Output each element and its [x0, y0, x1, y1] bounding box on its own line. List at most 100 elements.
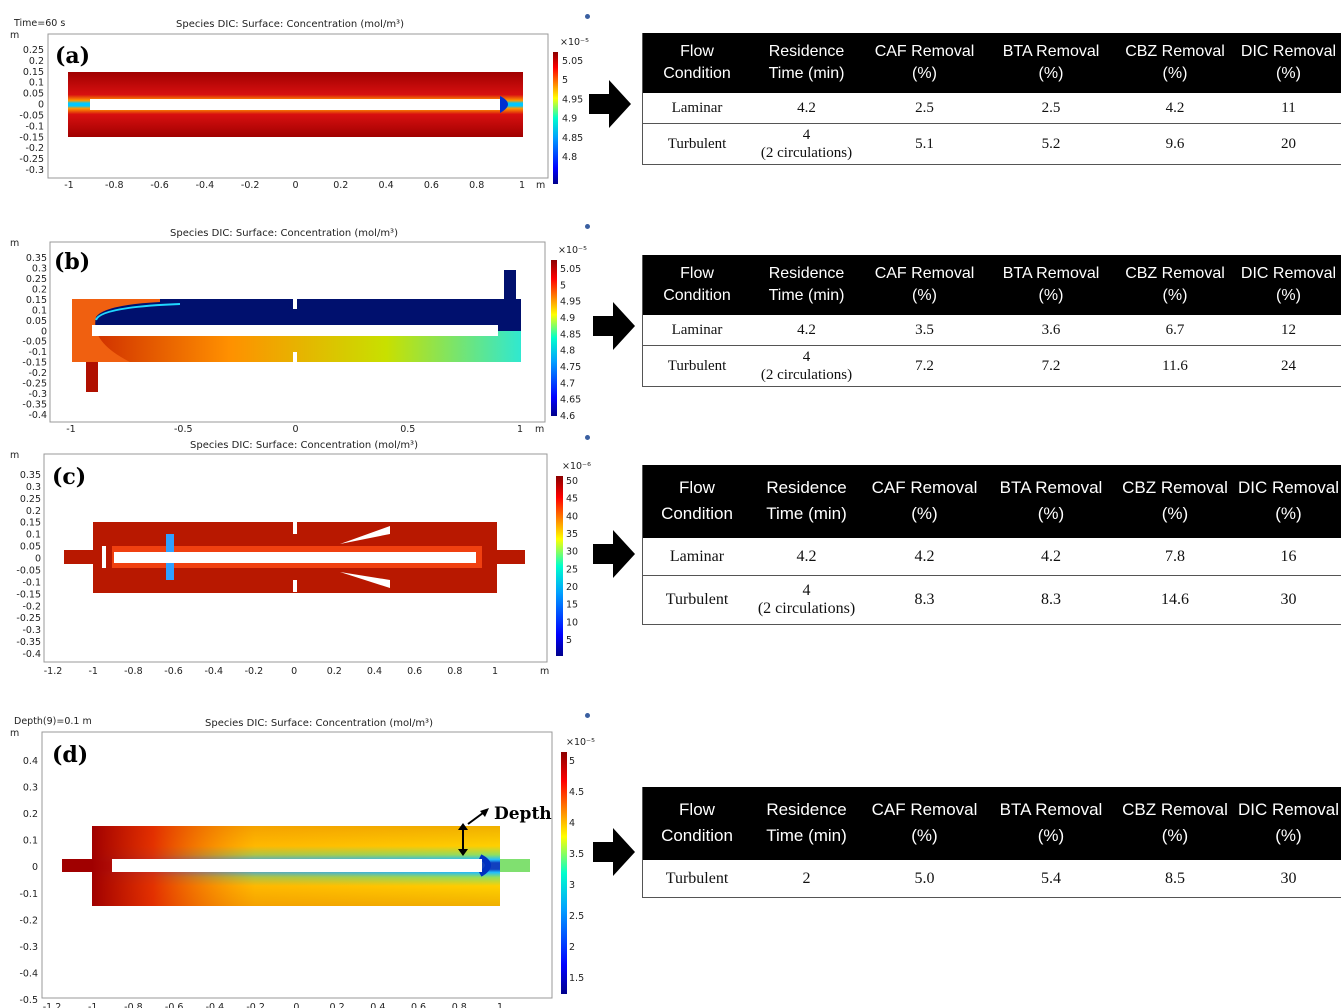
- y-tick-label: 0: [38, 100, 44, 111]
- results-table-c: Flow Condition Residence Time (min) CAF Re…: [642, 465, 1341, 625]
- colorbar-tick-label: 3.5: [569, 849, 584, 860]
- colorbar-tick-label: 1.5: [569, 973, 584, 984]
- x-tick-label: -1: [66, 424, 75, 435]
- colorbar-exponent: ×10⁻⁵: [566, 737, 595, 748]
- x-tick-label: 0: [293, 1002, 299, 1008]
- table-cell: 8.5: [1115, 860, 1235, 898]
- panel-label: (d): [52, 742, 88, 768]
- y-tick-label: 0.15: [23, 67, 44, 78]
- colorbar-tick-label: 4.85: [562, 133, 583, 144]
- table-cell: Turbulent: [643, 860, 751, 898]
- table-row: Turbulent 4 (2 circulations) 8.3 8.3 14.6 30: [643, 575, 1341, 625]
- x-tick-label: 0.2: [330, 1002, 345, 1008]
- table-cell: Turbulent: [643, 123, 751, 165]
- y-tick-label: -0.3: [25, 165, 44, 176]
- column-header: CAF Removal (%): [862, 465, 987, 538]
- corner-label: Depth(9)=0.1 m: [14, 716, 92, 727]
- inner-tube: [112, 859, 482, 872]
- outlet-flow: [500, 96, 508, 113]
- table-cell: 4.2: [751, 315, 862, 346]
- x-tick-label: 0.8: [452, 1002, 467, 1008]
- x-tick-label: -1: [88, 666, 97, 677]
- colorbar-tick-label: 10: [566, 617, 578, 628]
- table-cell: 4.2: [862, 538, 987, 576]
- plot-title: Species DIC: Surface: Concentration (mol…: [205, 718, 433, 729]
- plot-title: Species DIC: Surface: Concentration (mol…: [170, 228, 398, 239]
- x-tick-label: 0: [292, 180, 298, 191]
- x-unit: m: [536, 180, 545, 191]
- deflector-top: [340, 526, 390, 544]
- outlet-flow: [478, 854, 491, 877]
- y-unit: m: [10, 728, 19, 739]
- colorbar-ticks: 50 45 40 35 30 25 20 15 10 5: [566, 476, 578, 646]
- y-tick-label: 0.2: [26, 506, 41, 517]
- table-row: Turbulent 4 (2 circulations) 7.2 7.2 11.6 24: [643, 345, 1341, 387]
- y-tick-label: 0.05: [26, 316, 47, 327]
- table-cell: 5.0: [862, 860, 987, 898]
- x-tick-label: -1: [64, 180, 73, 191]
- colorbar-exponent: ×10⁻⁵: [560, 37, 589, 48]
- table-cell: 12: [1235, 315, 1341, 346]
- x-tick-labels: -1 -0.8 -0.6 -0.4 -0.2 0 0.2 0.4 0.6 0.8 1: [64, 180, 525, 191]
- plot-d: Depth(9)=0.1 m Species DIC: Surface: Con…: [10, 716, 595, 1008]
- colorbar: [553, 52, 558, 184]
- y-tick-label: -0.15: [19, 132, 44, 143]
- table-cell: 8.3: [862, 575, 987, 625]
- colorbar-tick-label: 4.95: [562, 94, 583, 105]
- colorbar-tick-label: 5: [562, 75, 568, 86]
- panel-label: (a): [55, 43, 90, 69]
- column-header: Flow Condition: [643, 255, 751, 315]
- colorbar-ticks: 5.05 5 4.95 4.9 4.85 4.8: [562, 56, 583, 163]
- table-cell: 7.2: [987, 345, 1115, 387]
- column-header: BTA Removal (%): [987, 33, 1115, 93]
- arrow-right-icon: [593, 302, 635, 350]
- table-header-row: Flow Condition Residence Time (min) CAF Re…: [643, 255, 1341, 315]
- x-tick-label: -1: [88, 1002, 97, 1008]
- column-header: Flow Condition: [643, 787, 751, 860]
- y-tick-label: 0.2: [32, 284, 47, 295]
- column-header: DIC Removal (%): [1235, 787, 1341, 860]
- inner-tube: [92, 325, 498, 336]
- table-cell: 5.4: [987, 860, 1115, 898]
- y-tick-label: 0.3: [23, 783, 38, 794]
- panel-label: (c): [52, 464, 86, 490]
- colorbar-tick-label: 5: [566, 635, 572, 646]
- x-tick-label: 0.5: [400, 424, 415, 435]
- table-header-row: Flow Condition Residence Time (min) CAF Re…: [643, 787, 1341, 860]
- y-tick-label: 0.25: [26, 274, 47, 285]
- y-tick-label: 0: [32, 862, 38, 873]
- x-unit: m: [540, 666, 549, 677]
- column-header: BTA Removal (%): [987, 465, 1115, 538]
- y-tick-label: -0.1: [25, 121, 44, 132]
- x-tick-label: -0.6: [165, 1002, 184, 1008]
- y-tick-label: -0.1: [28, 347, 47, 358]
- table-cell: 24: [1235, 345, 1341, 387]
- column-header: DIC Removal (%): [1235, 33, 1341, 93]
- column-header: Residence Time (min): [751, 465, 862, 538]
- column-header: CAF Removal (%): [862, 787, 987, 860]
- colorbar: [556, 476, 563, 656]
- colorbar-tick-label: 5: [560, 280, 566, 291]
- y-tick-label: -0.25: [16, 613, 41, 624]
- plot-a: Time=60 s Species DIC: Surface: Concentr…: [10, 18, 589, 191]
- table-cell: 4.2: [751, 93, 862, 124]
- table-cell: 3.5: [862, 315, 987, 346]
- x-tick-label: 1: [492, 666, 498, 677]
- colorbar-tick-label: 50: [566, 476, 578, 487]
- plot-b: Species DIC: Surface: Concentration (mol…: [10, 228, 587, 435]
- x-unit: m: [535, 424, 544, 435]
- y-tick-label: -0.1: [19, 889, 38, 900]
- table-cell: 2: [751, 860, 862, 898]
- column-header: CAF Removal (%): [862, 33, 987, 93]
- column-header: BTA Removal (%): [987, 787, 1115, 860]
- colorbar-tick-label: 5: [569, 756, 575, 767]
- colorbar-tick-label: 4.5: [569, 787, 584, 798]
- baffle-top: [293, 522, 297, 534]
- table-cell: 3.6: [987, 315, 1115, 346]
- baffle-top: [293, 299, 297, 309]
- y-tick-label: -0.3: [19, 942, 38, 953]
- y-tick-label: 0.2: [29, 56, 44, 67]
- baffle-bottom: [293, 580, 297, 592]
- y-tick-label: 0.4: [23, 756, 38, 767]
- outlet-pipe: [496, 550, 525, 564]
